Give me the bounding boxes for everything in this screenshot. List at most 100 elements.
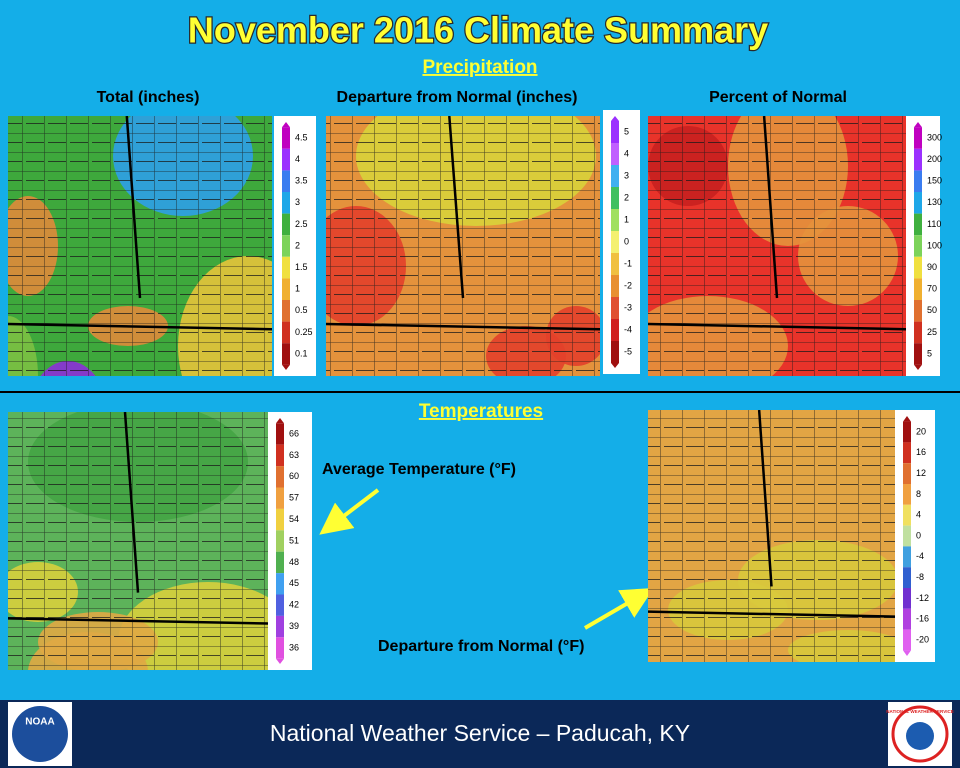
legend-label: 90 — [927, 262, 937, 272]
state-border — [648, 410, 895, 618]
legend-swatch — [276, 423, 284, 445]
legend-label: 36 — [289, 642, 299, 652]
legend-swatch — [282, 170, 290, 192]
legend-label: 130 — [927, 197, 942, 207]
legend-swatch — [276, 594, 284, 616]
legend-swatch — [903, 442, 911, 464]
legend-box — [268, 412, 312, 670]
legend-swatch — [282, 235, 290, 257]
nws-logo-center — [906, 722, 934, 750]
legend-label: -16 — [916, 614, 929, 624]
legend-label: 3.5 — [295, 176, 308, 186]
legend-cap — [276, 418, 284, 424]
map — [648, 116, 906, 376]
state-border — [326, 116, 600, 331]
legend-swatch — [276, 444, 284, 467]
legend-swatch — [276, 487, 284, 509]
legend-label: 1 — [624, 214, 629, 224]
legend-swatch — [611, 275, 619, 297]
legend-label: -5 — [624, 346, 632, 356]
legend-label: 0 — [916, 530, 921, 540]
legend-swatch — [914, 343, 922, 365]
state-border — [648, 116, 906, 331]
legend-label: 20 — [916, 426, 926, 436]
legend-swatch — [276, 466, 284, 488]
legend-swatch — [611, 143, 619, 165]
legend-swatch — [903, 463, 911, 484]
panel-label: Average Temperature (°F) — [322, 461, 516, 478]
section-heading: Temperatures — [419, 401, 543, 422]
legend-label: 0.1 — [295, 348, 308, 358]
legend-label: 5 — [927, 348, 932, 358]
legend-label: 200 — [927, 154, 942, 164]
legend-label: 0.25 — [295, 327, 313, 337]
map-layer — [648, 116, 906, 376]
map — [8, 116, 272, 376]
legend-swatch — [282, 127, 290, 149]
legend-label: 1 — [295, 284, 300, 294]
legend-swatch — [276, 508, 284, 531]
legend-swatch — [903, 546, 911, 568]
panel-label: Departure from Normal (°F) — [378, 638, 584, 655]
legend-label: -20 — [916, 634, 929, 644]
map — [326, 116, 600, 376]
legend-label: 50 — [927, 305, 937, 315]
map-layer — [648, 410, 895, 662]
legend-label: 300 — [927, 132, 942, 142]
legend-label: 63 — [289, 450, 299, 460]
legend-label: 0 — [624, 236, 629, 246]
logo-text: NOAA — [25, 717, 54, 728]
legend-label: 70 — [927, 284, 937, 294]
legend-label: 39 — [289, 621, 299, 631]
legend-cap — [282, 122, 290, 128]
legend-label: 0.5 — [295, 305, 308, 315]
map-layer — [8, 116, 272, 376]
legend-box — [603, 110, 640, 374]
county-lines — [8, 412, 268, 670]
legend-swatch — [914, 300, 922, 322]
legend-swatch — [903, 504, 911, 526]
legend-label: -1 — [624, 258, 632, 268]
legend-cap — [282, 364, 290, 370]
legend-label: 2 — [624, 192, 629, 202]
panel-label: Total (inches) — [97, 89, 200, 106]
legend-swatch — [914, 256, 922, 279]
legend-swatch — [903, 484, 911, 505]
legend-swatch — [276, 573, 284, 595]
legend-swatch — [276, 615, 284, 638]
legend-label: 4 — [295, 154, 300, 164]
legend-swatch — [282, 213, 290, 236]
legend-swatch — [914, 148, 922, 171]
legend-label: 66 — [289, 428, 299, 438]
legend-label: 110 — [927, 219, 941, 229]
map — [8, 412, 268, 670]
state-border — [8, 412, 268, 625]
legend-swatch — [914, 278, 922, 300]
legend-label: 4 — [916, 510, 921, 520]
color-legend: 4.5 4 3.5 3 2.5 2 1.5 1 0.5 0.25 0.1 — [274, 116, 316, 376]
legend-cap — [903, 650, 911, 656]
legend-label: 150 — [927, 176, 942, 186]
legend-swatch — [914, 192, 922, 214]
legend-swatch — [611, 121, 619, 143]
legend-label: 51 — [289, 535, 299, 545]
legend-swatch — [282, 343, 290, 365]
legend-swatch — [903, 421, 911, 443]
legend-label: 16 — [916, 447, 926, 457]
legend-label: 2 — [295, 240, 300, 250]
legend-label: 60 — [289, 471, 299, 481]
legend-swatch — [611, 297, 619, 319]
legend-swatch — [611, 187, 619, 209]
map-layer — [326, 116, 600, 376]
logo-text: NATIONAL WEATHER SERVICE — [886, 709, 953, 714]
legend-swatch — [276, 530, 284, 552]
legend-swatch — [282, 300, 290, 322]
panel-label: Percent of Normal — [709, 89, 847, 106]
legend-label: -12 — [916, 593, 929, 603]
legend-swatch — [914, 235, 922, 257]
legend-label: -4 — [916, 551, 924, 561]
legend-label: 5 — [624, 126, 629, 136]
legend-label: -4 — [624, 324, 632, 334]
county-lines — [648, 410, 895, 662]
